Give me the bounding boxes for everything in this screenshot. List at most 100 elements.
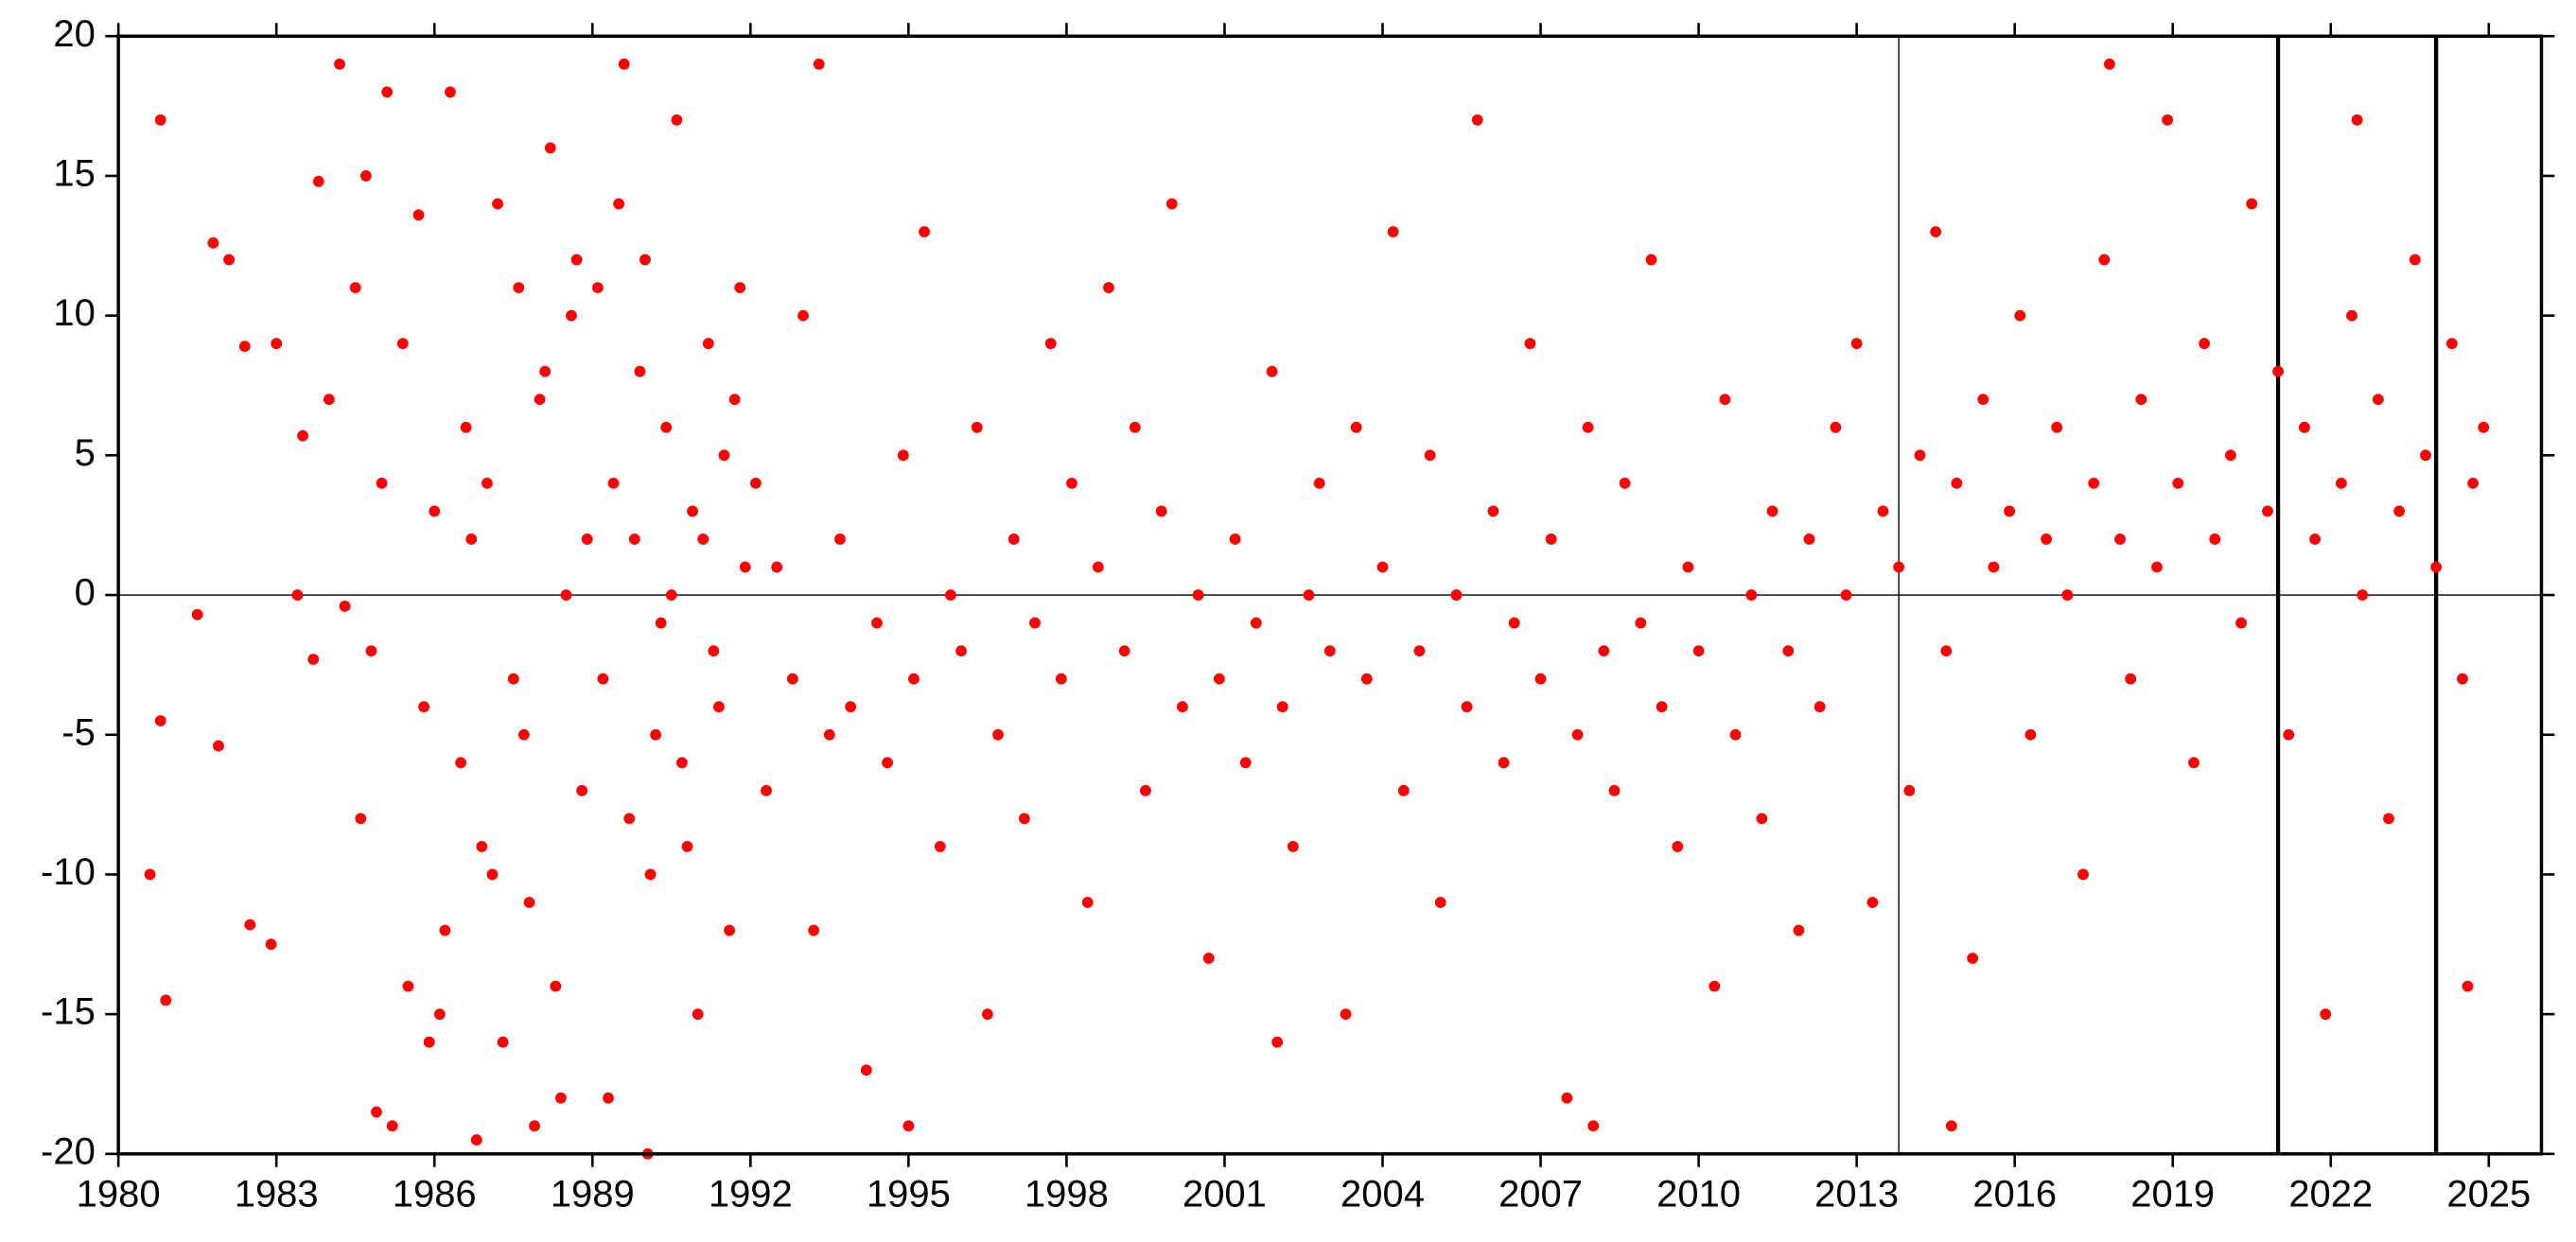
point — [1582, 421, 1594, 433]
point — [712, 701, 725, 713]
point — [2077, 868, 2089, 881]
x-tick-label: 1992 — [709, 1174, 793, 1216]
point — [465, 534, 478, 545]
point — [154, 114, 166, 126]
point — [1729, 728, 1742, 741]
point — [1893, 561, 1905, 573]
point — [650, 728, 661, 741]
point — [2014, 309, 2026, 322]
point — [1635, 617, 1647, 629]
point — [1213, 673, 1225, 685]
point — [1360, 673, 1373, 685]
x-tick-label: 1986 — [393, 1174, 477, 1216]
point — [2462, 980, 2474, 992]
point — [597, 673, 609, 685]
point — [2024, 728, 2037, 741]
point — [1709, 980, 1721, 992]
point — [2409, 254, 2421, 266]
point — [323, 394, 335, 406]
point — [570, 254, 583, 266]
point — [1008, 534, 1020, 545]
point — [1424, 449, 1436, 462]
point — [2478, 421, 2490, 433]
point — [355, 813, 367, 825]
point — [1524, 338, 1536, 350]
point — [823, 728, 835, 741]
point — [492, 198, 503, 210]
point — [1534, 673, 1547, 685]
point — [307, 654, 320, 665]
point — [2351, 114, 2363, 126]
point — [1766, 505, 1779, 517]
point — [2135, 394, 2147, 406]
point — [834, 534, 846, 545]
point — [2061, 589, 2074, 601]
point — [191, 608, 203, 621]
point — [1176, 701, 1188, 713]
point — [692, 1008, 704, 1021]
point — [2420, 449, 2431, 462]
point — [396, 338, 409, 350]
point — [2309, 534, 2321, 545]
point — [634, 365, 646, 377]
point — [797, 309, 809, 322]
point — [640, 254, 651, 266]
point — [718, 449, 730, 462]
y-tick-label: 20 — [53, 13, 95, 55]
point — [1940, 645, 1953, 657]
point — [1250, 617, 1262, 629]
y-tick-label: 0 — [75, 572, 96, 614]
point — [2335, 477, 2347, 489]
point — [2383, 813, 2394, 825]
x-tick-label: 2004 — [1341, 1174, 1425, 1216]
point — [2430, 561, 2443, 573]
point — [739, 561, 751, 573]
point — [1140, 784, 1151, 796]
point — [238, 341, 251, 353]
point — [2114, 534, 2126, 545]
point — [365, 645, 377, 657]
point — [2172, 477, 2184, 489]
point — [1066, 477, 1078, 489]
point — [1092, 561, 1104, 573]
point — [539, 365, 552, 377]
point — [1545, 534, 1557, 545]
point — [934, 841, 946, 852]
point — [1434, 897, 1446, 908]
point — [554, 1092, 567, 1104]
point — [2262, 505, 2273, 517]
point — [1682, 561, 1694, 573]
x-tick-label: 2001 — [1183, 1174, 1267, 1216]
point — [1323, 645, 1336, 657]
point — [2098, 254, 2111, 266]
point — [2246, 198, 2258, 210]
point — [1782, 645, 1795, 657]
point — [902, 1120, 915, 1132]
point — [381, 86, 394, 98]
point — [708, 645, 720, 657]
point — [1303, 589, 1315, 601]
point — [897, 449, 909, 462]
point — [1498, 757, 1510, 769]
point — [2103, 58, 2115, 70]
point — [2125, 673, 2137, 685]
point — [271, 338, 283, 350]
point — [681, 841, 693, 852]
point — [2188, 757, 2199, 769]
point — [808, 924, 820, 936]
point — [1081, 897, 1094, 908]
point — [144, 868, 156, 881]
point — [455, 757, 466, 769]
point — [213, 740, 224, 752]
x-tick-label: 2025 — [2446, 1174, 2531, 1216]
point — [2199, 338, 2211, 350]
y-tick-label: 5 — [75, 432, 96, 474]
point — [507, 673, 519, 685]
point — [671, 114, 683, 126]
point — [339, 600, 351, 612]
point — [786, 673, 798, 685]
point — [223, 254, 235, 266]
point — [1266, 365, 1278, 377]
point — [944, 589, 956, 601]
point — [687, 505, 698, 517]
